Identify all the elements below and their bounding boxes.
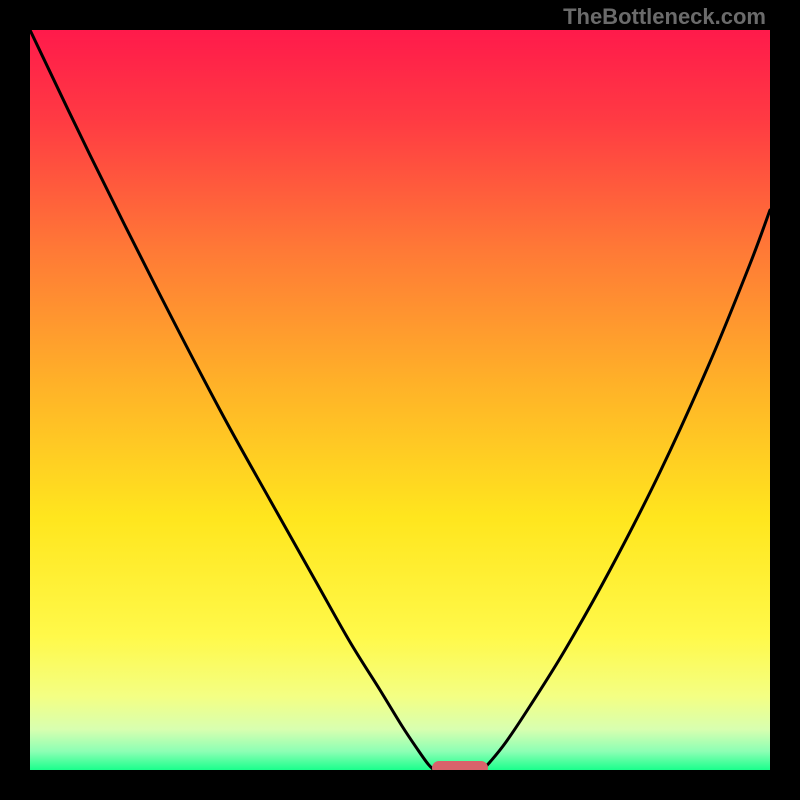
curve-layer bbox=[30, 30, 770, 770]
watermark-text: TheBottleneck.com bbox=[563, 4, 766, 30]
curve-left bbox=[30, 30, 434, 770]
frame-left bbox=[0, 0, 30, 800]
frame-right bbox=[770, 0, 800, 800]
frame-bottom bbox=[0, 770, 800, 800]
plot-area bbox=[30, 30, 770, 770]
bottom-marker bbox=[432, 761, 488, 770]
curve-right bbox=[482, 210, 770, 770]
